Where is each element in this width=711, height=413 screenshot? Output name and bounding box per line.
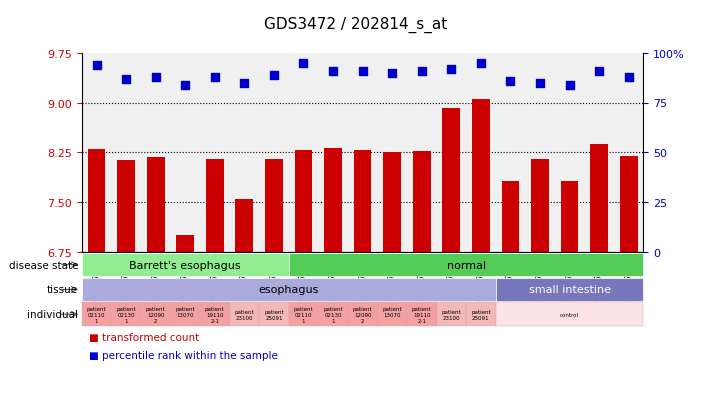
Point	[327, 68, 338, 75]
Point	[623, 74, 634, 81]
Point	[91, 62, 102, 69]
Bar	[472, 100, 490, 252]
Bar	[117, 161, 135, 252]
Text: patient
25091: patient 25091	[471, 309, 491, 320]
Point	[564, 82, 575, 89]
Bar	[146, 157, 164, 252]
Text: disease state: disease state	[9, 260, 78, 270]
Text: patient
23100: patient 23100	[442, 309, 461, 320]
Point	[534, 80, 545, 87]
Text: patient
02110
1: patient 02110 1	[87, 306, 107, 323]
Text: individual: individual	[27, 309, 78, 320]
Text: patient
23100: patient 23100	[235, 309, 254, 320]
Bar	[590, 145, 608, 252]
Text: patient
02130
1: patient 02130 1	[117, 306, 136, 323]
Text: patient
13070: patient 13070	[383, 306, 402, 323]
Bar	[620, 157, 638, 252]
Point	[120, 76, 132, 83]
Text: normal: normal	[447, 260, 486, 270]
Bar	[413, 152, 431, 252]
Point	[298, 60, 309, 67]
Bar	[442, 109, 460, 252]
Text: patient
13070: patient 13070	[176, 306, 195, 323]
Point	[446, 66, 457, 73]
Point	[416, 68, 427, 75]
Text: patient
19110
2-1: patient 19110 2-1	[205, 306, 225, 323]
Bar	[531, 159, 549, 252]
Text: GDS3472 / 202814_s_at: GDS3472 / 202814_s_at	[264, 17, 447, 33]
Point	[475, 60, 486, 67]
Text: patient
12090
2: patient 12090 2	[353, 306, 373, 323]
Text: ■ transformed count: ■ transformed count	[89, 332, 199, 342]
Point	[150, 74, 161, 81]
Bar	[324, 148, 342, 252]
Point	[180, 82, 191, 89]
Point	[357, 68, 368, 75]
Text: small intestine: small intestine	[528, 285, 611, 295]
Text: Barrett's esophagus: Barrett's esophagus	[129, 260, 241, 270]
Text: tissue: tissue	[47, 285, 78, 295]
Text: patient
02130
1: patient 02130 1	[324, 306, 343, 323]
Bar	[206, 159, 224, 252]
Text: patient
25091: patient 25091	[264, 309, 284, 320]
Point	[387, 70, 398, 77]
Bar	[501, 181, 519, 252]
Point	[594, 68, 605, 75]
Bar	[87, 150, 105, 252]
Text: patient
02110
1: patient 02110 1	[294, 306, 314, 323]
Bar	[354, 150, 371, 252]
Bar	[383, 153, 401, 252]
Bar	[265, 159, 283, 252]
Text: patient
19110
2-1: patient 19110 2-1	[412, 306, 432, 323]
Point	[505, 78, 516, 85]
Point	[268, 72, 279, 79]
Point	[239, 80, 250, 87]
Text: control: control	[560, 312, 579, 317]
Text: ■ percentile rank within the sample: ■ percentile rank within the sample	[89, 350, 278, 360]
Bar	[294, 151, 312, 252]
Bar	[176, 235, 194, 252]
Bar	[561, 181, 579, 252]
Text: esophagus: esophagus	[259, 285, 319, 295]
Bar	[235, 199, 253, 252]
Text: patient
12090
2: patient 12090 2	[146, 306, 166, 323]
Point	[209, 74, 220, 81]
